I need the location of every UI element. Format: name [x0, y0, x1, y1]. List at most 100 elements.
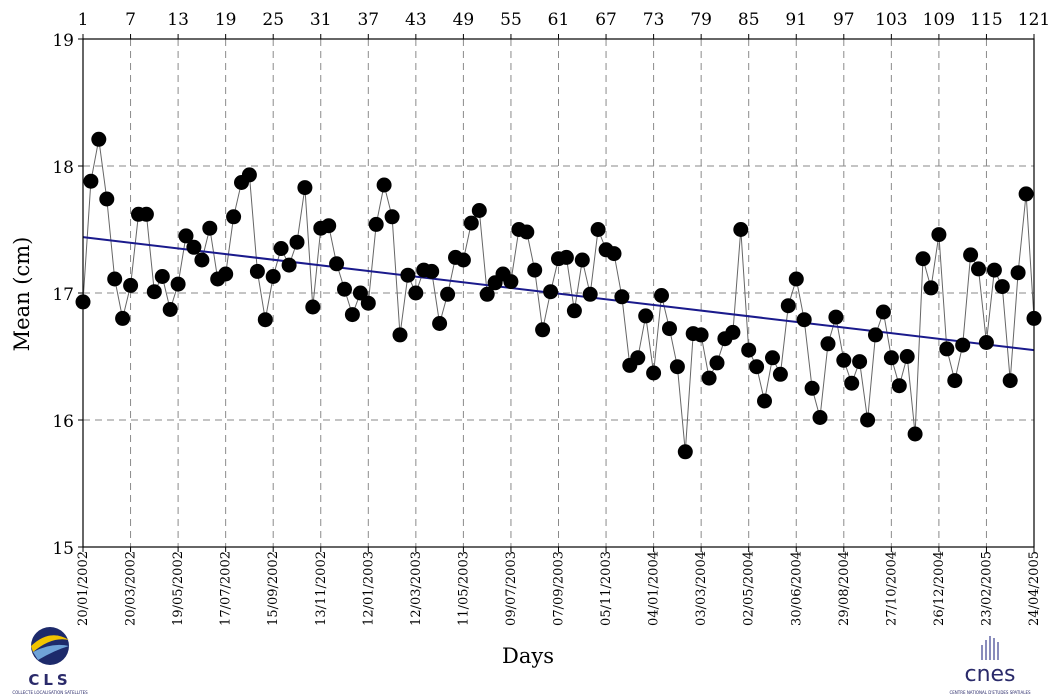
data-point [297, 180, 313, 196]
date-tick-label: 26/12/2004 [932, 551, 947, 626]
cls-logo: CLS COLLECTE LOCALISATION SATELLITES [12, 627, 88, 695]
date-tick-label: 24/04/2005 [1027, 551, 1042, 626]
data-point [923, 280, 939, 296]
data-point [654, 288, 669, 303]
date-tick-label: 07/09/2003 [552, 551, 567, 626]
data-point [1002, 373, 1018, 389]
top-tick-label: 121 [1018, 10, 1050, 30]
top-axis-ticks: 1 7 13 19 25 31 37 43 49 55 61 67 73 79 85 91 97 103 109 11… [78, 10, 1050, 39]
data-point [471, 203, 487, 218]
data-point [646, 365, 662, 381]
data-points [75, 131, 1042, 460]
data-point [305, 299, 321, 315]
top-tick-label: 7 [125, 10, 136, 30]
top-tick-label: 73 [643, 10, 665, 30]
data-point [947, 373, 963, 389]
data-point [638, 308, 654, 324]
data-point [772, 366, 788, 382]
data-point [915, 251, 931, 267]
data-point [455, 252, 471, 268]
data-point [440, 286, 456, 302]
y-tick-label: 19 [52, 31, 74, 51]
grid-lines [83, 39, 1034, 547]
data-point [883, 350, 899, 366]
data-point [123, 277, 139, 293]
data-point [257, 312, 273, 328]
data-point [146, 284, 162, 300]
cls-logo-caption: COLLECTE LOCALISATION SATELLITES [12, 690, 88, 695]
data-point [741, 342, 757, 358]
data-point [337, 281, 352, 297]
data-point [939, 341, 955, 357]
top-tick-label: 79 [690, 10, 712, 30]
data-point [725, 324, 741, 340]
top-tick-label: 43 [405, 10, 427, 30]
date-tick-label: 23/02/2005 [979, 551, 994, 626]
data-point [677, 444, 693, 460]
data-point [566, 303, 582, 319]
date-tick-label: 11/05/2003 [456, 551, 471, 626]
data-point [669, 359, 685, 375]
top-tick-label: 37 [357, 10, 379, 30]
data-point [994, 279, 1010, 295]
data-point [749, 359, 765, 375]
data-point [701, 370, 717, 386]
data-point [765, 350, 780, 366]
data-point [281, 257, 297, 273]
top-tick-label: 85 [738, 10, 760, 30]
top-tick-label: 13 [167, 10, 189, 30]
data-point [99, 191, 115, 207]
data-point [543, 284, 559, 300]
data-point [321, 218, 337, 234]
y-axis-title: Mean (cm) [10, 237, 34, 352]
data-point [971, 261, 986, 277]
cnes-logo: cnes CENTRE NATIONAL D'ETUDES SPATIALES [949, 636, 1031, 695]
data-point [265, 269, 281, 284]
data-point [535, 322, 551, 338]
top-tick-label: 19 [215, 10, 237, 30]
data-point [820, 336, 836, 352]
date-tick-label: 12/03/2003 [409, 551, 424, 626]
date-tick-label: 27/10/2004 [884, 551, 899, 626]
data-point [170, 276, 186, 292]
data-point [424, 263, 440, 279]
y-tick-label: 17 [52, 285, 74, 305]
date-tick-label: 15/09/2002 [266, 551, 281, 626]
date-tick-label: 17/07/2002 [219, 551, 234, 626]
top-tick-label: 31 [310, 10, 332, 30]
y-axis-ticks: 15 16 17 18 19 [52, 31, 83, 559]
data-point [606, 246, 622, 262]
data-point [582, 286, 598, 302]
date-tick-label: 30/06/2004 [789, 551, 804, 626]
data-point [574, 252, 590, 268]
data-point [693, 327, 709, 343]
data-point [796, 312, 812, 328]
data-point [709, 355, 725, 371]
top-tick-label: 115 [970, 10, 1002, 30]
cnes-logo-name: cnes [964, 662, 1015, 687]
data-point [329, 256, 345, 272]
data-point [757, 393, 772, 409]
data-point [138, 206, 154, 222]
data-point [218, 266, 234, 282]
top-tick-label: 61 [548, 10, 570, 30]
data-point [194, 252, 210, 268]
date-tick-label: 29/08/2004 [837, 551, 852, 626]
top-tick-label: 49 [453, 10, 475, 30]
data-point [186, 239, 202, 255]
data-point [154, 269, 170, 284]
data-point [479, 286, 495, 302]
data-point [162, 302, 178, 317]
top-tick-label: 25 [262, 10, 284, 30]
data-point [519, 224, 535, 240]
data-point [226, 209, 242, 225]
data-point [384, 209, 400, 225]
date-tick-label: 12/01/2003 [361, 551, 376, 626]
data-point [614, 289, 630, 305]
data-point [986, 262, 1002, 278]
data-point [392, 327, 408, 343]
data-point [860, 412, 876, 428]
y-tick-label: 15 [52, 539, 74, 559]
data-point [376, 177, 392, 193]
data-point [836, 352, 852, 368]
